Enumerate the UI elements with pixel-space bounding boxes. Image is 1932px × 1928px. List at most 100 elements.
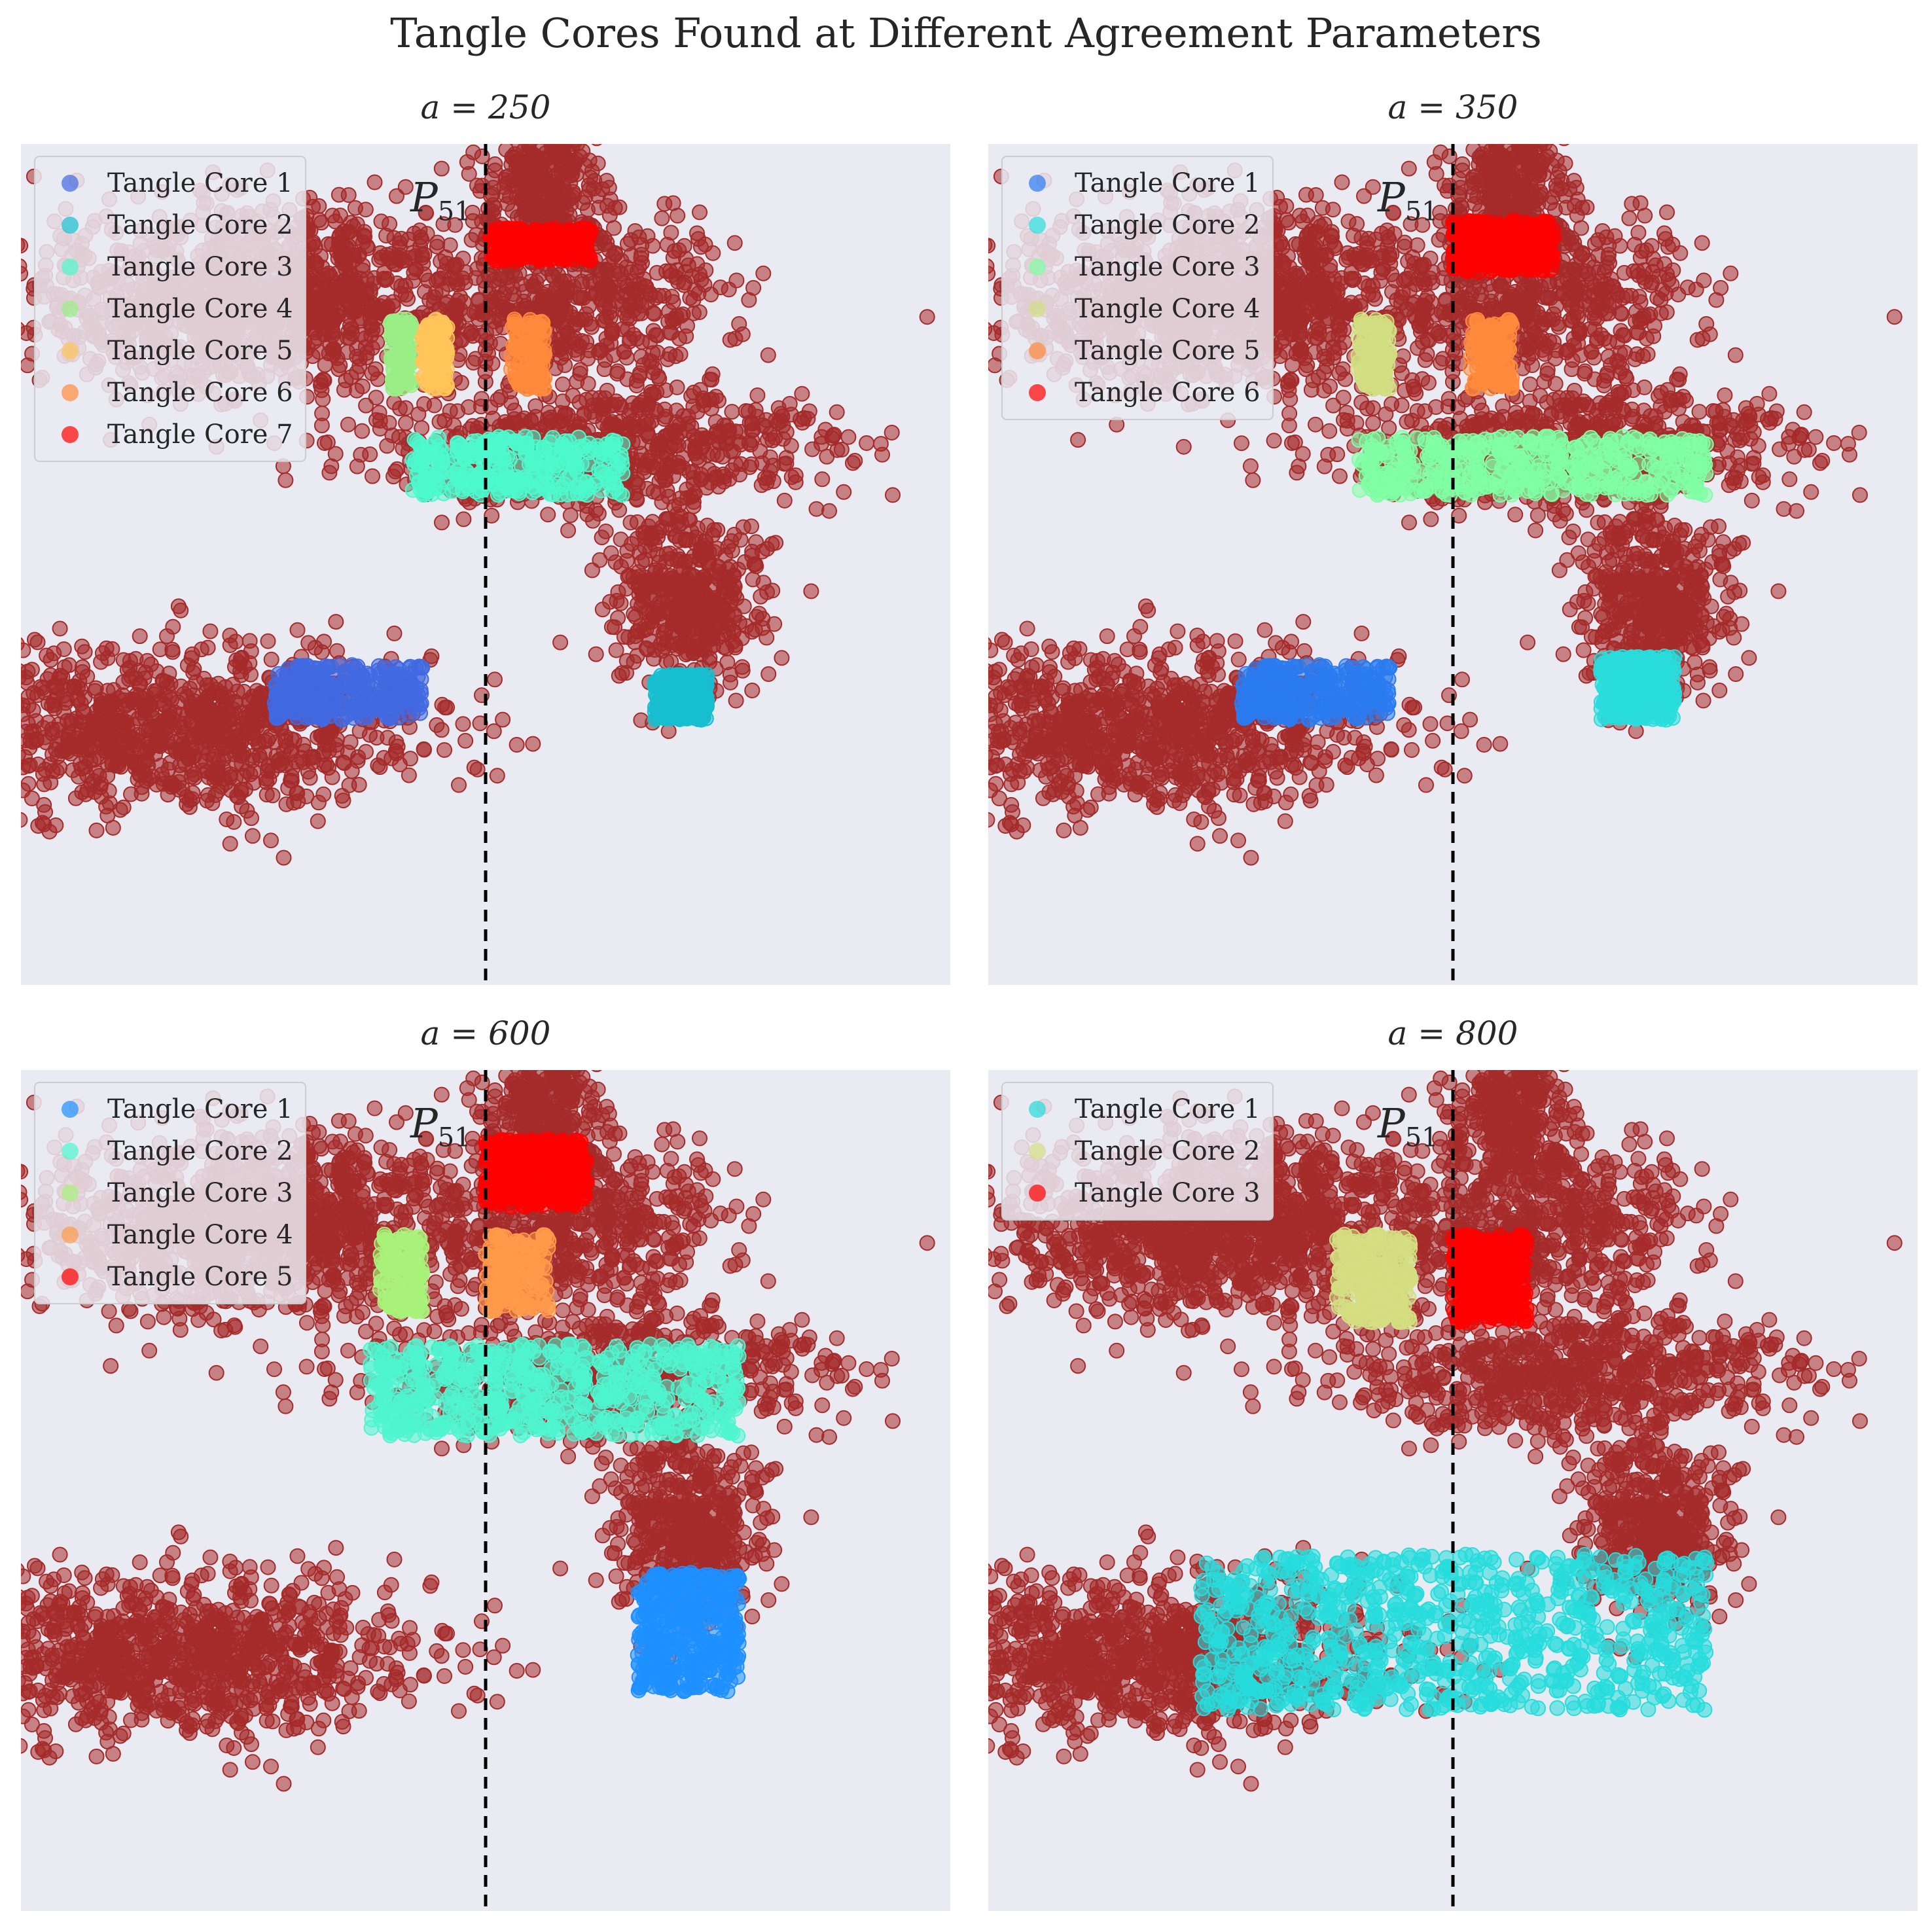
tangle-core-point: [385, 696, 402, 712]
tangle-core-point: [349, 658, 366, 675]
background-point: [698, 430, 714, 446]
background-point: [661, 605, 677, 622]
background-point: [489, 768, 505, 784]
background-point: [161, 711, 177, 728]
background-point: [347, 200, 363, 216]
background-point: [664, 637, 681, 653]
background-point: [75, 715, 92, 730]
background-point: [682, 438, 698, 454]
background-point: [755, 620, 771, 636]
background-point: [21, 782, 31, 798]
background-point: [707, 389, 724, 405]
background-point: [709, 447, 726, 463]
background-point: [469, 761, 486, 777]
background-point: [398, 415, 414, 431]
background-point: [574, 333, 590, 349]
background-point: [355, 378, 370, 395]
background-point: [385, 469, 402, 485]
background-point: [324, 327, 340, 344]
background-point: [164, 644, 181, 660]
background-point: [743, 437, 759, 453]
background-point: [138, 688, 154, 705]
background-point: [572, 149, 588, 165]
background-point: [455, 716, 471, 732]
background-point: [592, 272, 609, 288]
background-point: [704, 366, 721, 382]
background-point: [692, 204, 707, 221]
background-point: [774, 650, 790, 666]
background-point: [434, 514, 450, 531]
background-point: [73, 681, 88, 697]
background-point: [48, 763, 65, 779]
background-point: [416, 396, 433, 412]
background-point: [437, 742, 452, 758]
background-point: [243, 810, 259, 827]
background-point: [21, 357, 35, 374]
background-point: [808, 501, 825, 517]
background-point: [241, 633, 258, 649]
subplot-title: a = 250: [21, 88, 950, 126]
background-point: [492, 389, 509, 405]
background-point: [884, 425, 900, 440]
background-point: [351, 358, 368, 374]
background-point: [607, 200, 623, 216]
background-point: [794, 385, 810, 402]
background-point: [651, 473, 668, 490]
background-point: [683, 388, 700, 404]
background-point: [355, 262, 371, 279]
background-point: [321, 346, 337, 362]
background-point: [218, 775, 234, 791]
background-point: [749, 387, 766, 403]
background-point: [113, 759, 129, 775]
background-point: [608, 642, 624, 658]
background-point: [335, 793, 351, 809]
background-point: [594, 601, 611, 618]
background-point: [637, 457, 654, 473]
background-point: [634, 305, 650, 321]
background-point: [440, 294, 456, 310]
background-point: [609, 365, 626, 382]
background-point: [509, 737, 525, 753]
background-point: [461, 399, 476, 415]
background-point: [44, 697, 60, 713]
background-point: [683, 524, 700, 540]
background-point: [456, 511, 472, 527]
background-point: [689, 225, 705, 241]
background-point: [530, 298, 546, 315]
background-point: [495, 711, 511, 728]
background-point: [41, 823, 58, 840]
tangle-core-point: [654, 692, 671, 709]
tangle-core-point: [325, 678, 342, 694]
tangle-core-point: [689, 671, 705, 687]
background-point: [21, 698, 37, 714]
background-point: [776, 492, 793, 509]
background-point: [467, 351, 484, 367]
background-point: [613, 531, 629, 548]
background-point: [654, 210, 670, 226]
background-point: [525, 736, 541, 752]
background-point: [253, 687, 270, 704]
background-point: [645, 620, 662, 636]
background-point: [376, 264, 392, 281]
background-point: [88, 822, 105, 838]
background-point: [331, 187, 347, 203]
background-point: [161, 666, 177, 682]
background-point: [316, 757, 332, 774]
background-point: [726, 567, 742, 583]
background-point: [492, 312, 508, 328]
background-point: [99, 724, 116, 740]
background-point: [919, 309, 935, 325]
tangle-core-1-points: [266, 657, 431, 728]
background-point: [356, 227, 372, 243]
background-point: [215, 707, 231, 724]
background-point: [77, 644, 93, 660]
background-point: [656, 196, 673, 212]
background-point: [335, 244, 351, 260]
background-point: [305, 198, 321, 215]
background-point: [698, 262, 714, 278]
background-point: [731, 316, 747, 332]
background-point: [22, 757, 38, 774]
background-point: [743, 456, 760, 473]
tangle-core-point: [656, 669, 673, 685]
background-point: [389, 738, 406, 755]
